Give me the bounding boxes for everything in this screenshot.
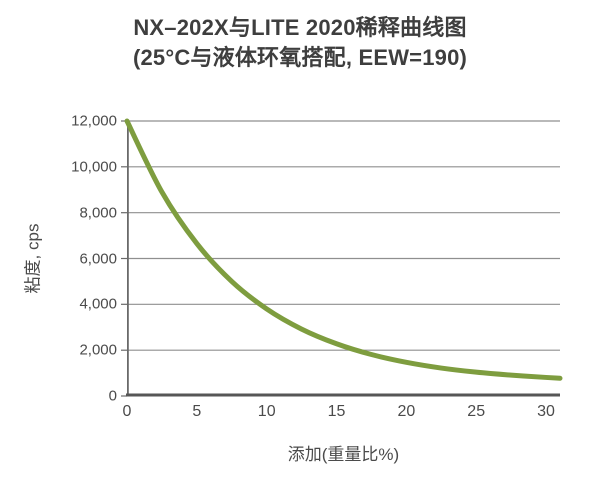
x-tick-label: 20 xyxy=(397,403,416,420)
x-tick-label: 25 xyxy=(467,403,486,420)
x-tick-label: 15 xyxy=(327,403,346,420)
x-tick-labels: 0 5 10 15 20 25 30 xyxy=(123,403,560,425)
dilution-curve xyxy=(124,118,563,381)
chart-title: NX–202X与LITE 2020稀释曲线图 xyxy=(133,15,467,40)
x-tick-label: 0 xyxy=(122,403,132,420)
y-tick-label: 8,000 xyxy=(79,204,117,222)
y-tick-label: 0 xyxy=(108,387,117,405)
x-tick-label: 10 xyxy=(257,403,276,420)
y-tick-label: 4,000 xyxy=(79,295,117,313)
y-tick-labels: 0 2,000 4,000 6,000 8,000 10,000 12,000 xyxy=(0,113,117,405)
y-tick-label: 6,000 xyxy=(79,250,117,267)
y-tick-label: 2,000 xyxy=(79,341,117,359)
y-tick-label: 12,000 xyxy=(71,112,117,130)
x-tick-label: 5 xyxy=(192,403,202,420)
y-tick-label: 10,000 xyxy=(71,158,117,176)
x-tick-label: 30 xyxy=(537,403,555,420)
plot-svg xyxy=(121,118,563,397)
chart-subtitle: (25°C与液体环氧搭配, EEW=190) xyxy=(132,45,468,70)
x-axis-title: 添加(重量比%) xyxy=(287,445,400,464)
